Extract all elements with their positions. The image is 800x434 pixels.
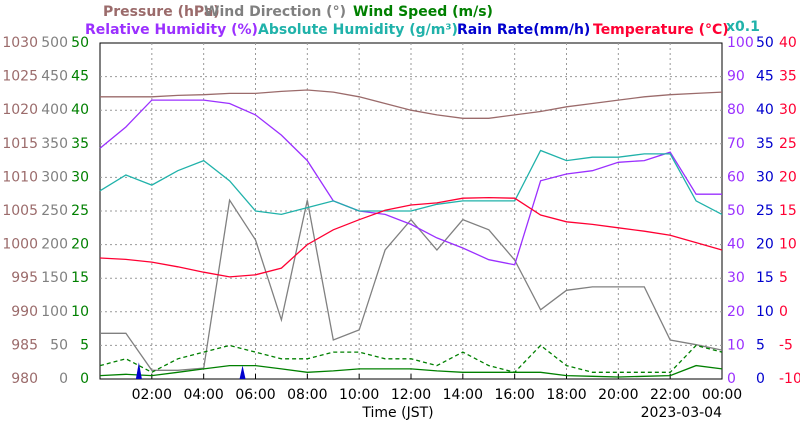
y-tick-label: 990 bbox=[11, 304, 38, 320]
series-line bbox=[99, 344, 723, 374]
y-tick-label: 35 bbox=[71, 136, 89, 152]
y-tick-label: 10 bbox=[71, 304, 89, 320]
y-tick-label: 40 bbox=[71, 102, 89, 118]
y-tick-label: 80 bbox=[727, 102, 745, 118]
y-tick-label: 0 bbox=[779, 304, 788, 320]
y-tick-label: 1020 bbox=[2, 102, 38, 118]
y-tick-label: 20 bbox=[727, 304, 745, 320]
y-tick-label: 15 bbox=[779, 203, 797, 219]
y-tick-label: 5 bbox=[80, 337, 89, 353]
y-tick-label: 100 bbox=[727, 35, 754, 51]
legend-entry: Rain Rate(mm/h) bbox=[457, 22, 590, 38]
y-tick-label: 90 bbox=[727, 69, 745, 85]
y-tick-label: -5 bbox=[779, 337, 793, 353]
y-tick-label: 450 bbox=[41, 69, 68, 85]
x-tick-label: 12:00 bbox=[391, 387, 431, 403]
y-tick-label: 0 bbox=[59, 371, 68, 387]
x-tick-label: 02:00 bbox=[132, 387, 172, 403]
rain-spike bbox=[135, 362, 142, 379]
x-tick-label: 04:00 bbox=[183, 387, 223, 403]
y-tick-label: 15 bbox=[756, 270, 774, 286]
y-tick-label: 1025 bbox=[2, 69, 38, 85]
series-line bbox=[99, 99, 722, 266]
x-tick-label: 16:00 bbox=[494, 387, 534, 403]
series-line bbox=[100, 198, 723, 371]
y-tick-label: 10 bbox=[756, 304, 774, 320]
x-tick-label: 00:00 bbox=[702, 387, 742, 403]
y-tick-label: 500 bbox=[41, 35, 68, 51]
x-tick-label: 20:00 bbox=[598, 387, 638, 403]
y-tick-label: 1015 bbox=[2, 136, 38, 152]
y-tick-label: 5 bbox=[779, 270, 788, 286]
y-tick-label: 50 bbox=[71, 35, 89, 51]
legend-entry: Pressure (hPa) bbox=[103, 4, 220, 20]
y-tick-label: 100 bbox=[41, 304, 68, 320]
y-tick-label: 10 bbox=[727, 337, 745, 353]
y-tick-label: 400 bbox=[41, 102, 68, 118]
y-tick-label: 1030 bbox=[2, 35, 38, 51]
y-tick-label: 1005 bbox=[2, 203, 38, 219]
y-tick-label: 45 bbox=[71, 69, 89, 85]
y-tick-label: 50 bbox=[50, 337, 68, 353]
y-tick-label: 1000 bbox=[2, 237, 38, 253]
y-tick-label: 20 bbox=[756, 237, 774, 253]
series-line bbox=[100, 89, 723, 119]
y-tick-label: 60 bbox=[727, 169, 745, 185]
x-tick-label: 10:00 bbox=[339, 387, 379, 403]
y-tick-label: 35 bbox=[756, 136, 774, 152]
y-tick-label: 30 bbox=[756, 169, 774, 185]
x-tick-label: 14:00 bbox=[443, 387, 483, 403]
legend-entry: Relative Humidity (%) bbox=[85, 22, 258, 38]
rain-spike bbox=[239, 365, 246, 379]
legend-entry: Wind Direction (°) bbox=[204, 4, 346, 20]
y-tick-label: 25 bbox=[756, 203, 774, 219]
y-tick-label: 250 bbox=[41, 203, 68, 219]
y-tick-label: 40 bbox=[756, 102, 774, 118]
y-tick-label: 985 bbox=[11, 337, 38, 353]
y-tick-label: 200 bbox=[41, 237, 68, 253]
y-tick-label: 10 bbox=[779, 237, 797, 253]
y-tick-label: 30 bbox=[779, 102, 797, 118]
y-tick-label: 0 bbox=[80, 371, 89, 387]
y-tick-label: 0 bbox=[727, 371, 736, 387]
y-tick-label: -10 bbox=[779, 371, 800, 387]
date-label: 2023-03-04 bbox=[641, 405, 722, 421]
y-tick-label: 40 bbox=[779, 35, 797, 51]
x-tick-label: 08:00 bbox=[287, 387, 327, 403]
y-tick-label: 25 bbox=[779, 136, 797, 152]
x-tick-label: 06:00 bbox=[235, 387, 275, 403]
y-tick-label: 50 bbox=[756, 35, 774, 51]
y-tick-label: 50 bbox=[727, 203, 745, 219]
y-tick-label: 300 bbox=[41, 169, 68, 185]
x-axis-label: Time (JST) bbox=[361, 405, 433, 421]
series-line bbox=[99, 364, 723, 378]
y-tick-label: 20 bbox=[71, 237, 89, 253]
y-tick-label: 0 bbox=[756, 371, 765, 387]
series-line bbox=[99, 196, 723, 278]
y-tick-label: 70 bbox=[727, 136, 745, 152]
series-line bbox=[99, 149, 723, 216]
y-tick-label: 1010 bbox=[2, 169, 38, 185]
y-tick-label: 40 bbox=[727, 237, 745, 253]
x-tick-label: 22:00 bbox=[650, 387, 690, 403]
y-tick-label: 15 bbox=[71, 270, 89, 286]
y-tick-label: 150 bbox=[41, 270, 68, 286]
y-tick-label: 350 bbox=[41, 136, 68, 152]
y-tick-label: 980 bbox=[11, 371, 38, 387]
y-tick-label: 45 bbox=[756, 69, 774, 85]
legend-entry: Wind Speed (m/s) bbox=[353, 4, 493, 20]
y-tick-label: 5 bbox=[756, 337, 765, 353]
legend-entry: Absolute Humidity (g/m³) bbox=[258, 22, 458, 38]
x-tick-label: 18:00 bbox=[546, 387, 586, 403]
y-tick-label: 25 bbox=[71, 203, 89, 219]
y-tick-label: 995 bbox=[11, 270, 38, 286]
y-tick-label: 20 bbox=[779, 169, 797, 185]
y-tick-label: 30 bbox=[71, 169, 89, 185]
legend-entry: Temperature (°C) bbox=[593, 22, 729, 38]
y-tick-label: 30 bbox=[727, 270, 745, 286]
scale-annotation: x0.1 bbox=[726, 19, 760, 35]
y-tick-label: 35 bbox=[779, 69, 797, 85]
